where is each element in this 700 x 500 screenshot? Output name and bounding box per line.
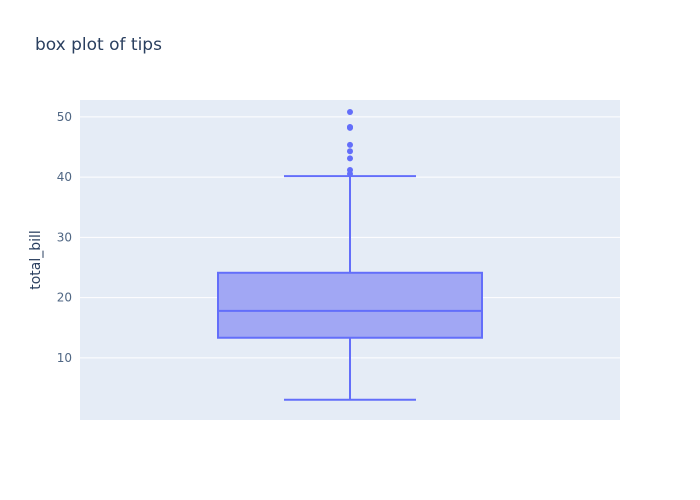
y-axis-title: total_bill [28,230,44,290]
chart-title: box plot of tips [35,35,162,55]
iqr-box [217,271,483,339]
outlier-point-4 [347,141,353,148]
outlier-point-7 [347,123,353,130]
y-tick-label-30: 30 [57,230,72,244]
y-tick-label-10: 10 [57,351,72,365]
y-axis-ticks: 10 20 30 40 50 [57,110,72,365]
y-tick-label-40: 40 [57,170,72,184]
outlier-point-8 [347,108,353,115]
outlier-point-2 [347,155,353,162]
outlier-point-3 [347,148,353,155]
y-tick-label-20: 20 [57,291,72,305]
outlier-point-1 [347,166,353,173]
box-trace [217,108,483,401]
y-tick-label-50: 50 [57,110,72,124]
